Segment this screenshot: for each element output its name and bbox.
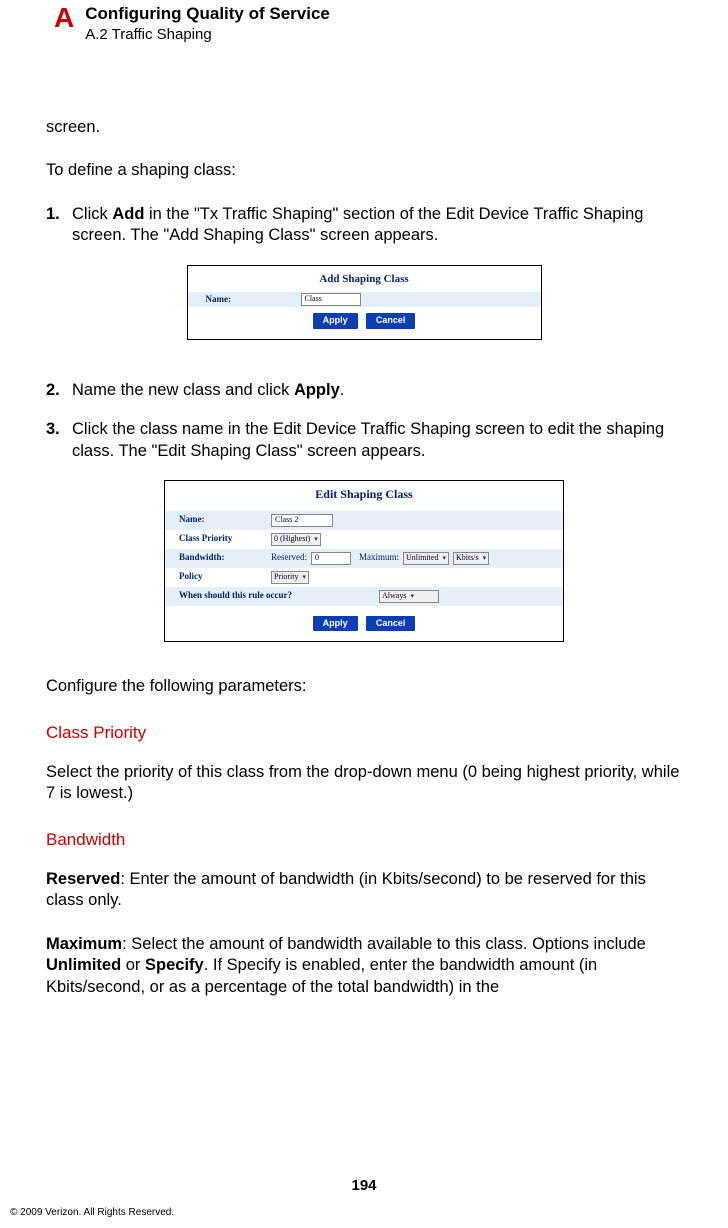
ordered-list: 2. Name the new class and click Apply. 3… <box>46 380 682 462</box>
paragraph: Reserved: Enter the amount of bandwidth … <box>46 869 682 912</box>
policy-select[interactable]: Priority <box>271 571 309 584</box>
heading-bandwidth: Bandwidth <box>46 829 682 851</box>
dialog-title: Edit Shaping Class <box>165 487 563 503</box>
form-row: Bandwidth: Reserved: 0 Maximum: Unlimite… <box>165 549 563 568</box>
bold-text: Reserved <box>46 870 120 888</box>
bandwidth-label: Bandwidth: <box>179 552 271 564</box>
reserved-input[interactable]: 0 <box>311 552 351 565</box>
form-row: When should this rule occur? Always <box>165 587 563 606</box>
priority-select[interactable]: 0 (Highest) <box>271 533 321 546</box>
unit-select[interactable]: Kbits/s <box>453 552 489 565</box>
paragraph: To define a shaping class: <box>46 160 682 181</box>
apply-button[interactable]: Apply <box>313 313 358 329</box>
text: Name the new class and click <box>72 381 294 399</box>
bold-text: Apply <box>294 381 340 399</box>
cancel-button[interactable]: Cancel <box>366 313 416 329</box>
bold-text: Unlimited <box>46 956 121 974</box>
dialog-title: Add Shaping Class <box>188 272 541 286</box>
list-item: 3. Click the class name in the Edit Devi… <box>46 419 682 462</box>
paragraph: screen. <box>46 117 682 138</box>
priority-label: Class Priority <box>179 533 271 545</box>
text: . <box>340 381 345 399</box>
form-row: Policy Priority <box>165 568 563 587</box>
paragraph: Configure the following parameters: <box>46 676 682 697</box>
bold-text: Add <box>112 205 144 223</box>
page-number: 194 <box>0 1177 728 1194</box>
name-input[interactable]: Class 2 <box>271 514 333 527</box>
figure-container: Add Shaping Class Name: Class Apply Canc… <box>46 265 682 340</box>
ordered-list: 1. Click Add in the "Tx Traffic Shaping"… <box>46 204 682 247</box>
max-select[interactable]: Unlimited <box>403 552 449 565</box>
body-content: screen. To define a shaping class: 1. Cl… <box>0 43 682 998</box>
policy-label: Policy <box>179 571 271 583</box>
reserved-label: Reserved: <box>271 552 307 564</box>
form-row: Name: Class <box>188 292 541 307</box>
figure-container: Edit Shaping Class Name: Class 2 Class P… <box>46 480 682 642</box>
list-item: 2. Name the new class and click Apply. <box>46 380 682 401</box>
text: in the "Tx Traffic Shaping" section of t… <box>72 205 643 244</box>
chapter-title: Configuring Quality of Service <box>85 4 330 24</box>
step-number: 1. <box>46 204 72 247</box>
form-rows: Name: Class 2 Class Priority 0 (Highest)… <box>165 511 563 606</box>
copyright: © 2009 Verizon. All Rights Reserved. <box>10 1207 174 1218</box>
form-row: Name: Class 2 <box>165 511 563 530</box>
heading-class-priority: Class Priority <box>46 722 682 744</box>
rule-select[interactable]: Always <box>379 590 439 603</box>
name-input[interactable]: Class <box>301 293 361 306</box>
name-label: Name: <box>206 294 301 306</box>
text: or <box>121 956 145 974</box>
button-row: Apply Cancel <box>188 313 541 329</box>
step-number: 2. <box>46 380 72 401</box>
cancel-button[interactable]: Cancel <box>366 616 416 632</box>
page: A Configuring Quality of Service A.2 Tra… <box>0 0 728 1228</box>
edit-shaping-class-screenshot: Edit Shaping Class Name: Class 2 Class P… <box>164 480 564 642</box>
form-row: Class Priority 0 (Highest) <box>165 530 563 549</box>
list-item: 1. Click Add in the "Tx Traffic Shaping"… <box>46 204 682 247</box>
page-header: A Configuring Quality of Service A.2 Tra… <box>0 0 728 43</box>
step-text: Click the class name in the Edit Device … <box>72 419 682 462</box>
max-label: Maximum: <box>359 552 399 564</box>
header-titles: Configuring Quality of Service A.2 Traff… <box>85 4 330 43</box>
add-shaping-class-screenshot: Add Shaping Class Name: Class Apply Canc… <box>187 265 542 340</box>
appendix-letter-icon: A <box>54 4 73 32</box>
step-text: Click Add in the "Tx Traffic Shaping" se… <box>72 204 682 247</box>
name-label: Name: <box>179 514 271 526</box>
button-row: Apply Cancel <box>165 616 563 632</box>
step-text: Name the new class and click Apply. <box>72 380 682 401</box>
bold-text: Specify <box>145 956 204 974</box>
step-number: 3. <box>46 419 72 462</box>
apply-button[interactable]: Apply <box>313 616 358 632</box>
bold-text: Maximum <box>46 935 122 953</box>
rule-label: When should this rule occur? <box>179 590 379 602</box>
text: : Select the amount of bandwidth availab… <box>122 935 646 953</box>
paragraph: Maximum: Select the amount of bandwidth … <box>46 934 682 998</box>
bandwidth-extra: Maximum: Unlimited Kbits/s <box>359 552 489 565</box>
text: Click <box>72 205 112 223</box>
section-title: A.2 Traffic Shaping <box>85 26 330 43</box>
paragraph: Select the priority of this class from t… <box>46 762 682 805</box>
text: : Enter the amount of bandwidth (in Kbit… <box>46 870 646 909</box>
